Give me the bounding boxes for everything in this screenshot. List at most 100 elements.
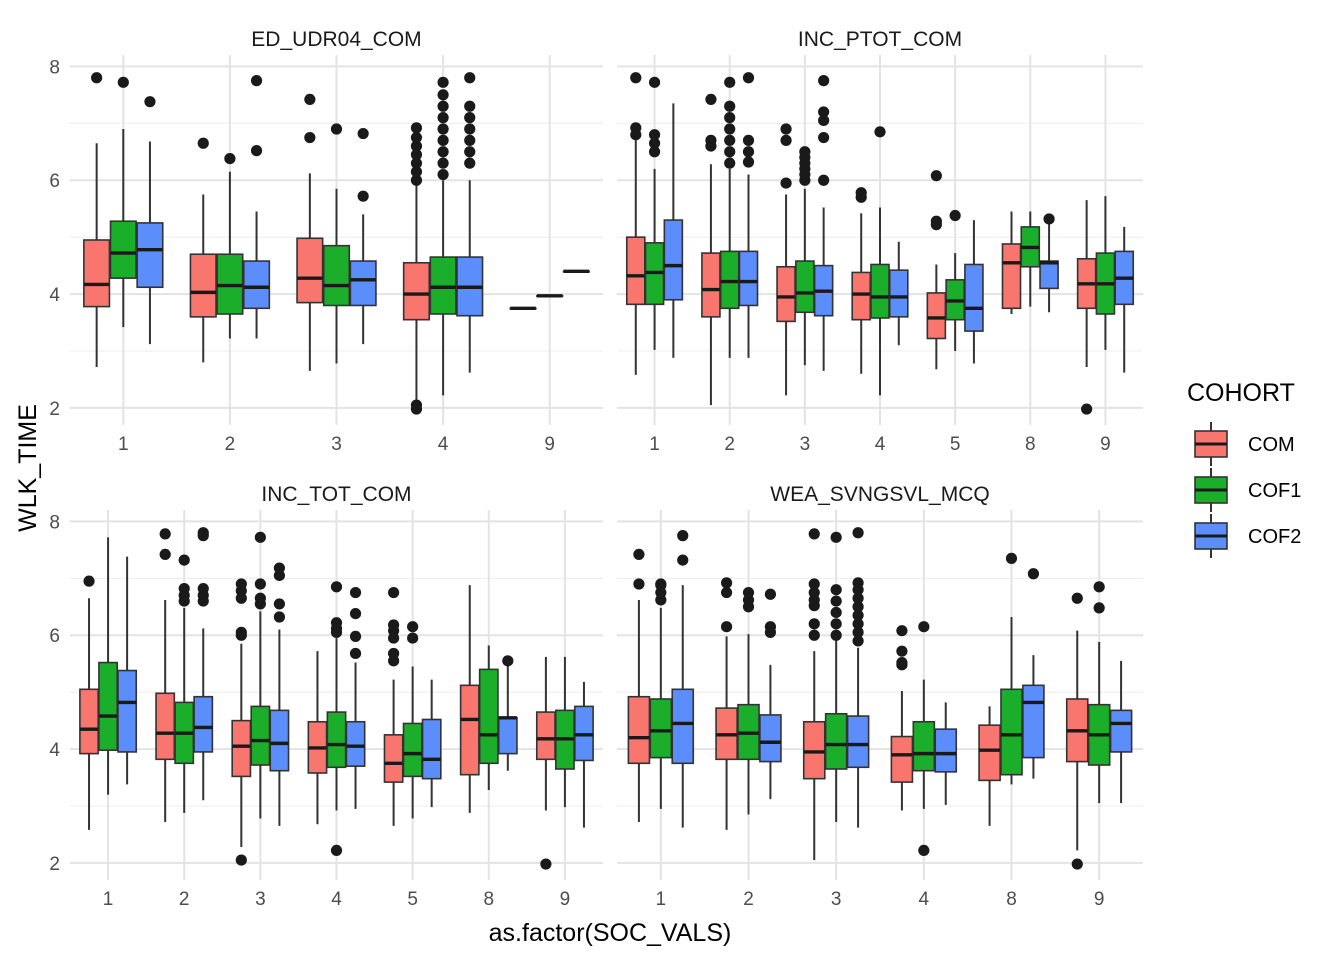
box-cof1 (644, 76, 665, 350)
outlier-point (780, 177, 792, 189)
outlier-point (764, 621, 777, 633)
outlier-point (235, 578, 247, 590)
outlier-point (388, 586, 400, 599)
outlier-point (144, 96, 156, 108)
outlier-point (464, 157, 476, 169)
box-iqr (79, 688, 99, 755)
x-axis-title: as.factor(SOC_VALS) (489, 919, 732, 947)
outlier-point (633, 578, 645, 590)
outlier-point (630, 72, 642, 84)
box-cof1 (870, 126, 890, 396)
box-cof1 (322, 123, 351, 364)
outlier-point (91, 72, 103, 84)
outlier-point (1071, 592, 1083, 604)
box-com (535, 656, 556, 870)
box-com (776, 123, 796, 396)
outlier-point (852, 626, 864, 638)
outlier-point (304, 93, 316, 105)
box-cof2 (345, 586, 366, 809)
outlier-point (410, 157, 423, 169)
box-cof1 (824, 531, 848, 822)
outlier-point (830, 531, 842, 543)
outlier-point (852, 592, 864, 604)
outlier-point (808, 629, 820, 641)
outlier-point (930, 215, 942, 227)
box-iqr (1022, 684, 1045, 759)
x-tick-label: 5 (407, 889, 418, 910)
legend-label: COF1 (1248, 480, 1301, 502)
box-iqr (671, 688, 695, 765)
panel-2: 1 2 3 4 5 8 9 INC_PTOT_COM (617, 28, 1143, 455)
box-iqr (269, 709, 290, 772)
box-com (926, 170, 947, 370)
box-iqr (155, 692, 176, 761)
box-cof2 (934, 702, 958, 805)
box-iqr (322, 244, 351, 307)
outlier-point (178, 582, 190, 595)
outlier-point (349, 586, 362, 599)
box-cof1 (1000, 552, 1023, 785)
outlier-point (410, 131, 423, 144)
box-com (627, 548, 651, 822)
box-cof2 (671, 530, 695, 828)
box-iqr (402, 722, 423, 778)
outlier-point (918, 621, 930, 633)
y-tick-label: 4 (49, 740, 60, 761)
box-cof2 (497, 655, 518, 771)
outlier-point (273, 611, 285, 623)
outlier-point (410, 174, 423, 186)
outlier-point (1093, 602, 1105, 614)
box-com (307, 651, 328, 825)
y-tick-label: 6 (49, 171, 60, 192)
x-tick-label: 1 (103, 889, 114, 910)
box-iqr (890, 735, 914, 783)
panels-layer: 2 4 6 8 1 2 3 4 9 ED_UDR04_COM 1 2 3 4 5 8 9 INC_PTOT_COM… (49, 28, 1143, 910)
box-iqr (776, 265, 796, 323)
legend-key-com: COM (1194, 422, 1295, 466)
outlier-point (720, 586, 733, 599)
outlier-point (437, 76, 449, 88)
box-iqr (429, 256, 457, 315)
outlier-point (410, 399, 423, 411)
outlier-point (437, 134, 449, 146)
outlier-point (818, 106, 830, 118)
outlier-point (655, 578, 667, 590)
box-com (79, 575, 99, 830)
outlier-point (388, 619, 400, 631)
outlier-point (159, 528, 171, 540)
outlier-point (930, 170, 942, 182)
box-cof1 (326, 581, 347, 857)
outlier-point (818, 131, 830, 144)
box-cof2 (269, 562, 290, 826)
outlier-point (852, 601, 864, 613)
box-com (715, 577, 738, 830)
outlier-point (818, 114, 830, 127)
box-iqr (663, 219, 684, 301)
outlier-point (852, 609, 864, 621)
outlier-point (799, 146, 811, 158)
box-cof2 (759, 588, 782, 800)
outlier-point (720, 621, 733, 633)
outlier-point (830, 629, 842, 641)
outlier-point (159, 548, 171, 561)
outlier-point (357, 190, 369, 202)
outlier-point (705, 93, 717, 105)
outlier-point (437, 100, 449, 112)
outlier-point (410, 140, 423, 152)
outlier-point (437, 112, 449, 124)
y-tick-label: 2 (49, 854, 60, 875)
outlier-point (254, 592, 266, 604)
outlier-point (852, 618, 864, 630)
outlier-point (896, 625, 908, 637)
outlier-point (830, 606, 842, 619)
outlier-point (349, 630, 362, 642)
box-iqr (459, 684, 480, 776)
box-cof1 (402, 621, 423, 819)
box-cof2 (964, 220, 984, 364)
box-iqr (250, 705, 271, 766)
box-com (1065, 592, 1089, 870)
box-cof1 (174, 554, 195, 813)
outlier-point (648, 76, 661, 88)
outlier-point (437, 123, 449, 135)
